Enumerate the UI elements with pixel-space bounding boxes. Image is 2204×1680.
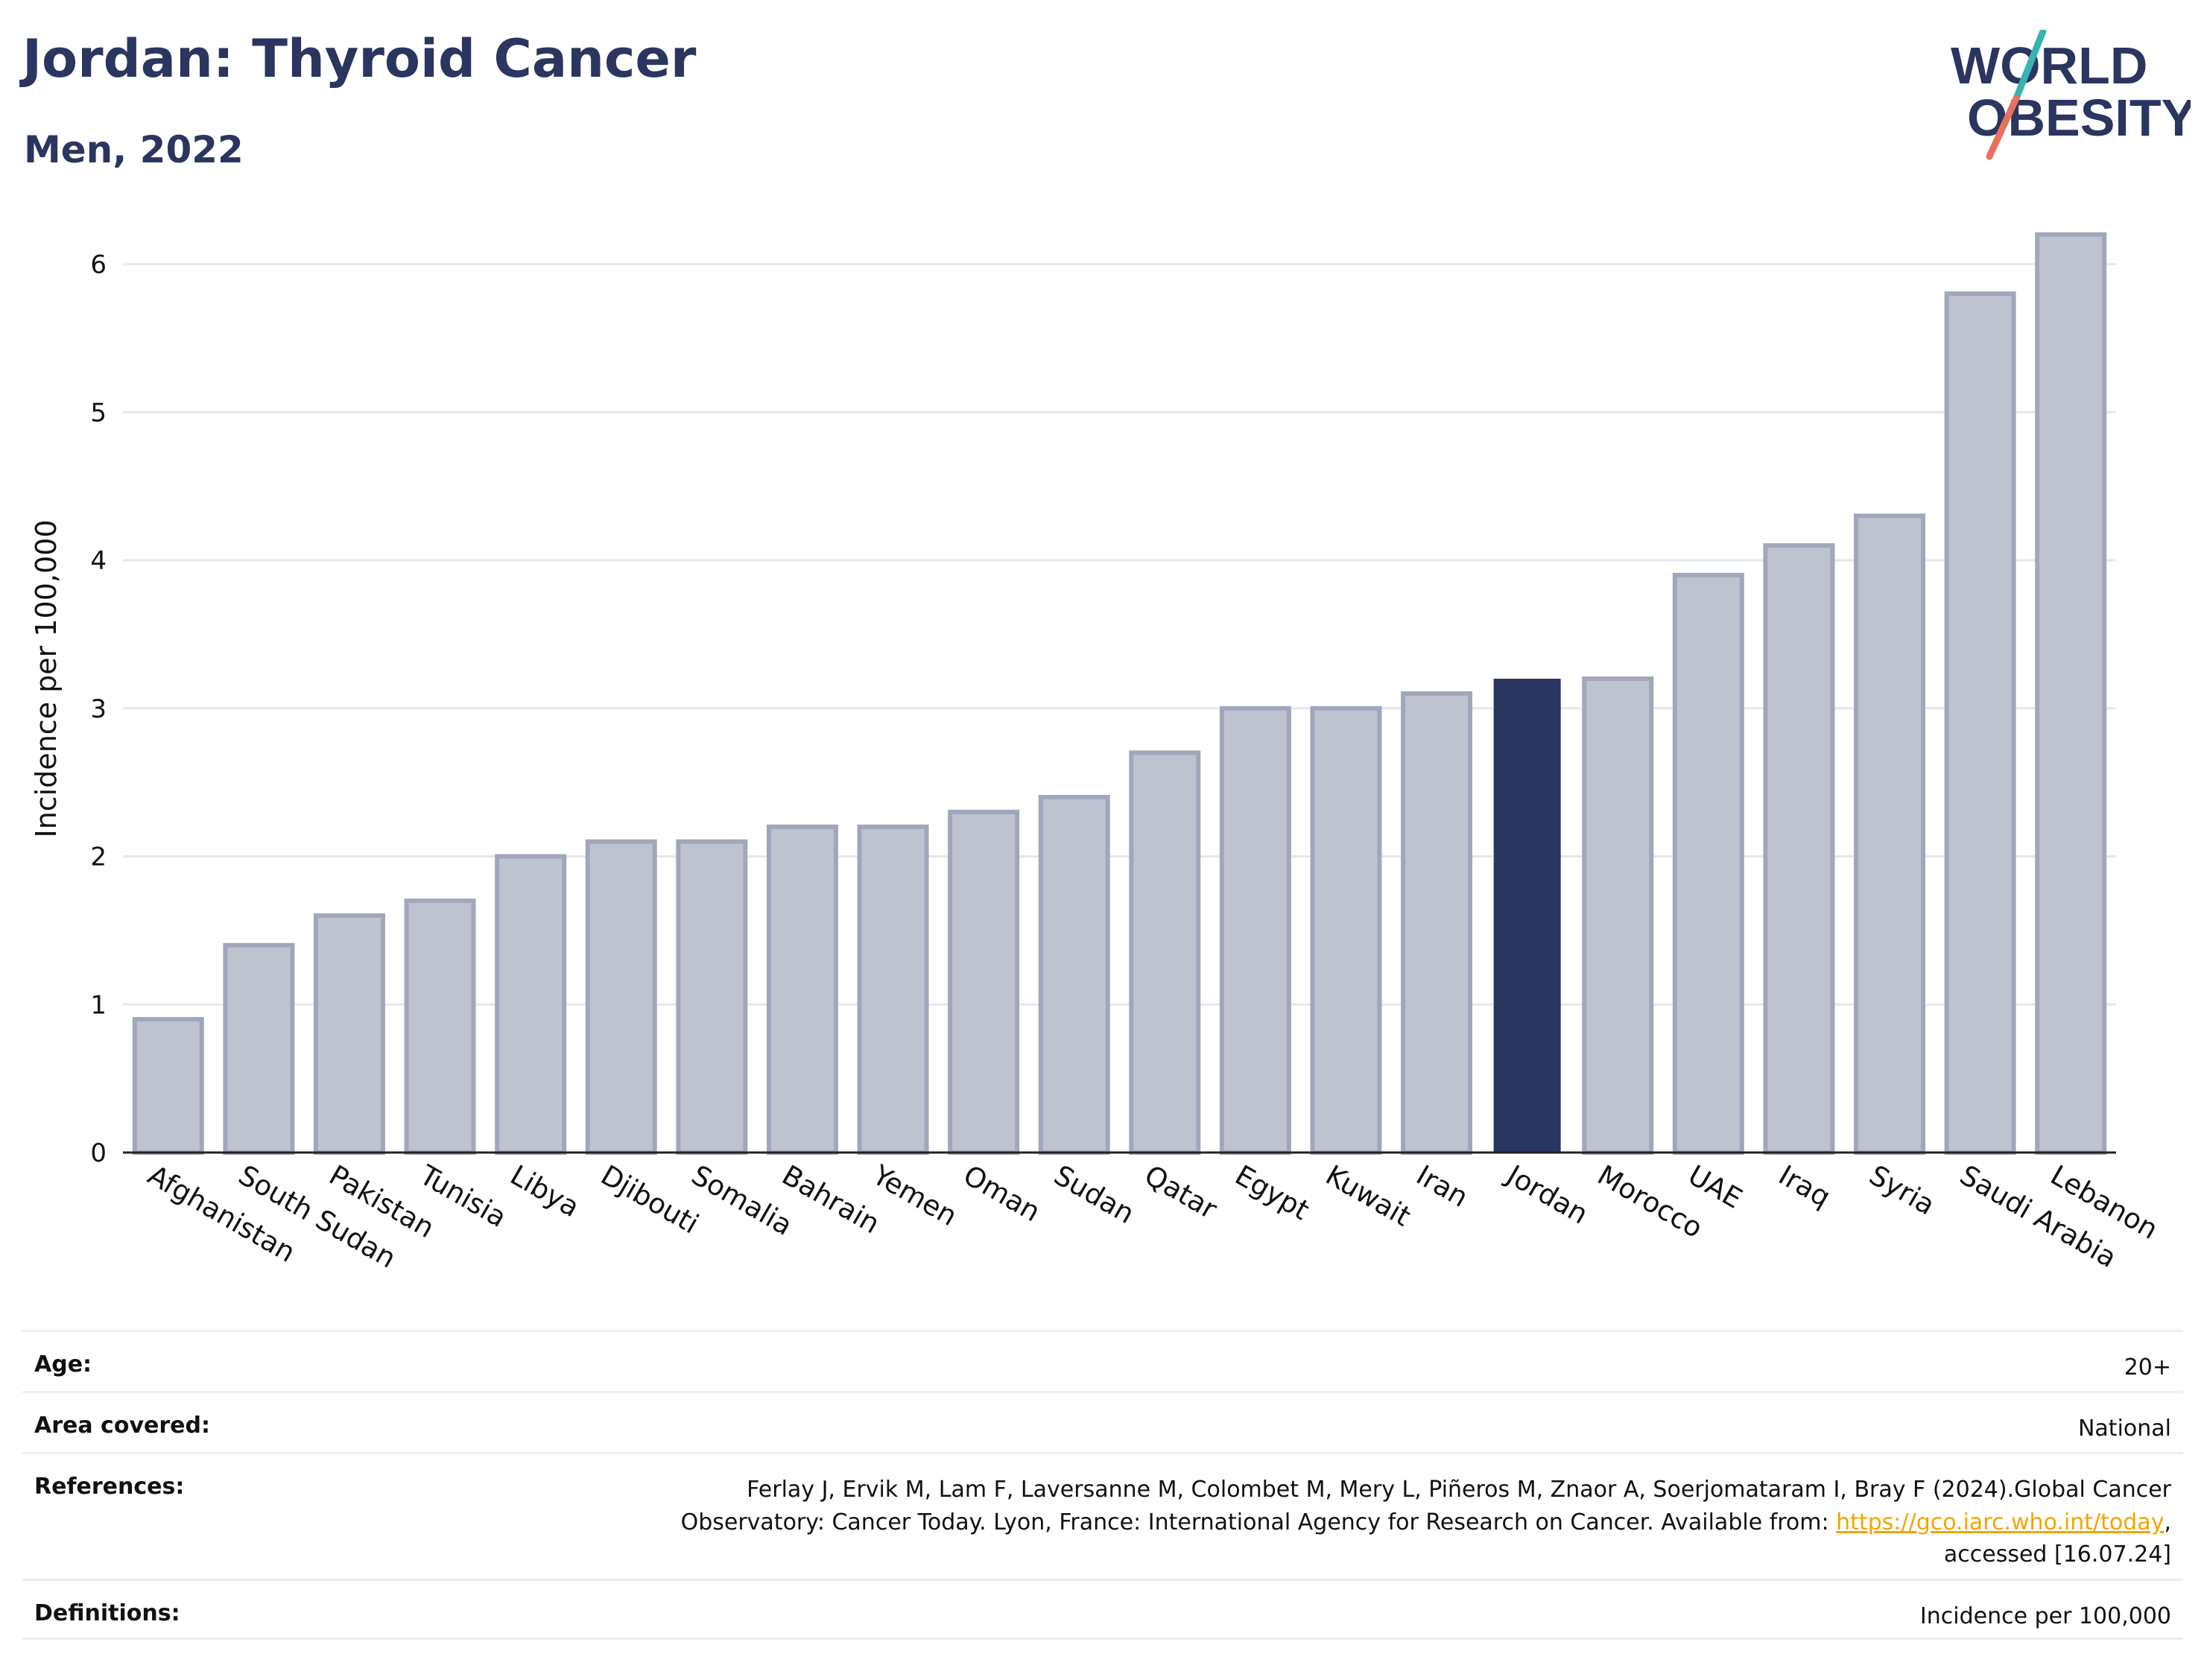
bar-morocco bbox=[1582, 676, 1654, 1155]
bar-somalia bbox=[676, 839, 748, 1155]
bar-oman bbox=[948, 809, 1020, 1155]
info-label-age: Age: bbox=[34, 1351, 92, 1378]
info-row-area: Area covered: National bbox=[22, 1391, 2183, 1452]
x-tick-label: Qatar bbox=[1139, 1159, 1223, 1226]
logo-slash-teal bbox=[2013, 30, 2047, 102]
reference-link[interactable]: https://gco.iarc.who.int/today bbox=[1836, 1509, 2165, 1535]
x-tick-label: Libya bbox=[505, 1159, 585, 1224]
world-obesity-logo: WORLD OBESITY bbox=[1951, 30, 2191, 160]
info-row-age: Age: 20+ bbox=[22, 1330, 2183, 1391]
bar-pakistan bbox=[313, 913, 385, 1155]
info-table: Age: 20+ Area covered: National Referenc… bbox=[22, 1330, 2183, 1640]
bar-lebanon bbox=[2035, 232, 2107, 1155]
chart-subtitle: Men, 2022 bbox=[24, 128, 244, 171]
bar-saudi-arabia bbox=[1944, 291, 2016, 1155]
info-value-area: National bbox=[2077, 1416, 2171, 1442]
x-tick-label: Somalia bbox=[686, 1159, 798, 1242]
bar-south-sudan bbox=[223, 942, 295, 1155]
bar-jordan bbox=[1493, 679, 1561, 1153]
bar-sudan bbox=[1038, 795, 1110, 1155]
y-tick-label: 5 bbox=[90, 398, 107, 428]
x-tick-label: Iran bbox=[1411, 1159, 1474, 1214]
y-tick-label: 2 bbox=[90, 843, 107, 872]
y-tick-label: 3 bbox=[90, 694, 107, 724]
y-tick-label: 4 bbox=[90, 546, 107, 576]
y-tick-label: 1 bbox=[90, 990, 107, 1020]
x-tick-label: Syria bbox=[1864, 1159, 1941, 1222]
bar-syria bbox=[1854, 513, 1926, 1155]
logo-word-world: WORLD bbox=[1951, 37, 2147, 95]
bar-yemen bbox=[857, 824, 929, 1155]
logo-slash-coral bbox=[1986, 95, 2020, 160]
bar-egypt bbox=[1219, 706, 1291, 1155]
bar-qatar bbox=[1129, 750, 1201, 1155]
reference-accessed: , accessed [16.07.24] bbox=[1943, 1509, 2171, 1568]
x-tick-label: Yemen bbox=[867, 1158, 963, 1232]
x-tick-label: Kuwait bbox=[1320, 1159, 1416, 1233]
bar-afghanistan bbox=[132, 1017, 204, 1155]
bar-iraq bbox=[1763, 543, 1835, 1155]
bar-kuwait bbox=[1310, 706, 1382, 1155]
bar-bahrain bbox=[766, 824, 838, 1155]
y-axis-label: Incidence per 100,000 bbox=[30, 519, 63, 837]
info-label-references: References: bbox=[34, 1474, 185, 1500]
bar-uae bbox=[1672, 572, 1744, 1155]
x-tick-label: Oman bbox=[958, 1159, 1046, 1229]
y-tick-label: 0 bbox=[90, 1138, 107, 1168]
x-tick-label: Egypt bbox=[1229, 1159, 1314, 1227]
bar-djibouti bbox=[585, 839, 657, 1155]
info-value-age: 20+ bbox=[2124, 1354, 2171, 1381]
info-value-references: Ferlay J, Ervik M, Lam F, Laversanne M, … bbox=[644, 1474, 2171, 1571]
info-label-definitions: Definitions: bbox=[34, 1600, 180, 1626]
info-row-definitions: Definitions: Incidence per 100,000 bbox=[22, 1579, 2183, 1640]
bar-iran bbox=[1401, 691, 1473, 1155]
y-tick-label: 6 bbox=[90, 250, 107, 280]
x-tick-label: Djibouti bbox=[595, 1159, 704, 1240]
bar-libya bbox=[495, 854, 567, 1155]
bar-tunisia bbox=[404, 898, 476, 1155]
info-label-area: Area covered: bbox=[34, 1413, 210, 1439]
x-tick-label: UAE bbox=[1682, 1159, 1747, 1215]
info-value-definitions: Incidence per 100,000 bbox=[1919, 1603, 2171, 1629]
x-tick-label: Bahrain bbox=[776, 1159, 884, 1240]
chart-title: Jordan: Thyroid Cancer bbox=[22, 28, 697, 89]
reference-text: Ferlay J, Ervik M, Lam F, Laversanne M, … bbox=[680, 1477, 2171, 1535]
x-tick-label: Jordan bbox=[1500, 1158, 1593, 1231]
x-tick-label: Iraq bbox=[1773, 1159, 1836, 1214]
info-row-references: References: Ferlay J, Ervik M, Lam F, La… bbox=[22, 1452, 2183, 1579]
x-tick-label: Sudan bbox=[1048, 1159, 1139, 1231]
